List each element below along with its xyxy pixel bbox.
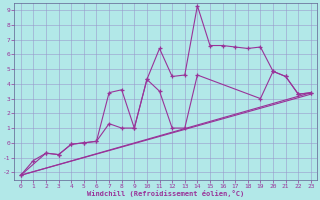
X-axis label: Windchill (Refroidissement éolien,°C): Windchill (Refroidissement éolien,°C) — [87, 190, 244, 197]
